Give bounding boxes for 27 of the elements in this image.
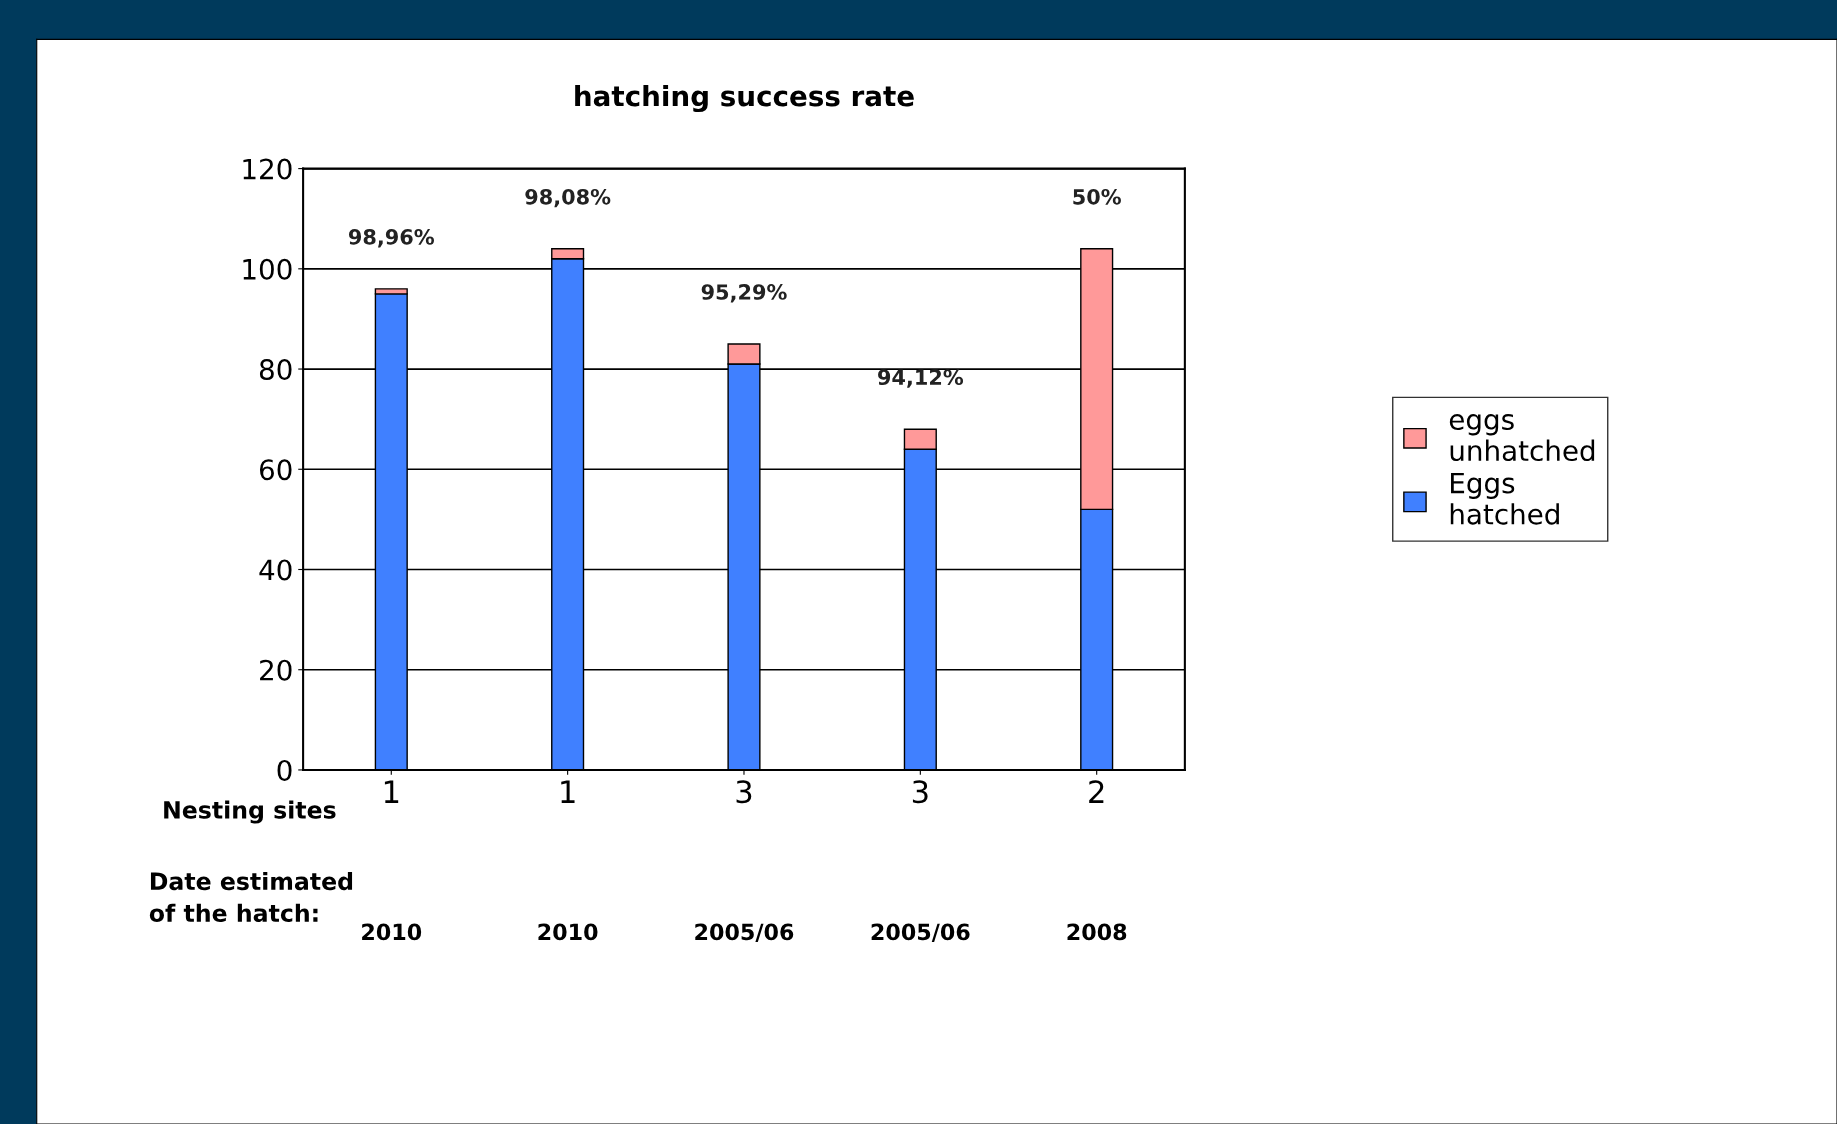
x-tick-label: 3 — [736, 780, 752, 804]
text: 2008 — [1067, 923, 1127, 941]
chart-title: hatching success rate — [575, 84, 914, 113]
legend-label: Eggs hatched — [1450, 472, 1559, 525]
x-tick-label: 2 — [1089, 780, 1104, 803]
annotation: 98,08% — [525, 188, 611, 208]
text: 2010 — [538, 923, 598, 941]
legend-label: eggs unhatched — [1449, 414, 1595, 462]
text: 2005/06 — [695, 923, 794, 943]
annotation: 95,29% — [701, 284, 787, 303]
annotation: 98,96% — [348, 228, 434, 248]
text: Date estimated of the hatch: — [149, 871, 353, 922]
y-tick-label: 100 — [243, 258, 292, 280]
text: 2010 — [362, 923, 422, 941]
x-tick-label: 1 — [561, 780, 575, 803]
text: 2005/06 — [871, 923, 970, 943]
annotation: 50% — [1073, 188, 1121, 205]
x-axis-title: Nesting sites — [164, 800, 336, 824]
x-tick-label: 3 — [912, 780, 928, 804]
annotation: 94,12% — [878, 369, 964, 388]
x-tick-label: 1 — [384, 780, 399, 803]
y-tick-label: 20 — [260, 659, 292, 681]
y-tick-label: 60 — [259, 459, 292, 481]
y-tick-label: 40 — [259, 559, 292, 581]
y-tick-label: 0 — [277, 759, 292, 781]
y-tick-label: 80 — [259, 358, 292, 380]
y-tick-label: 120 — [243, 158, 292, 180]
